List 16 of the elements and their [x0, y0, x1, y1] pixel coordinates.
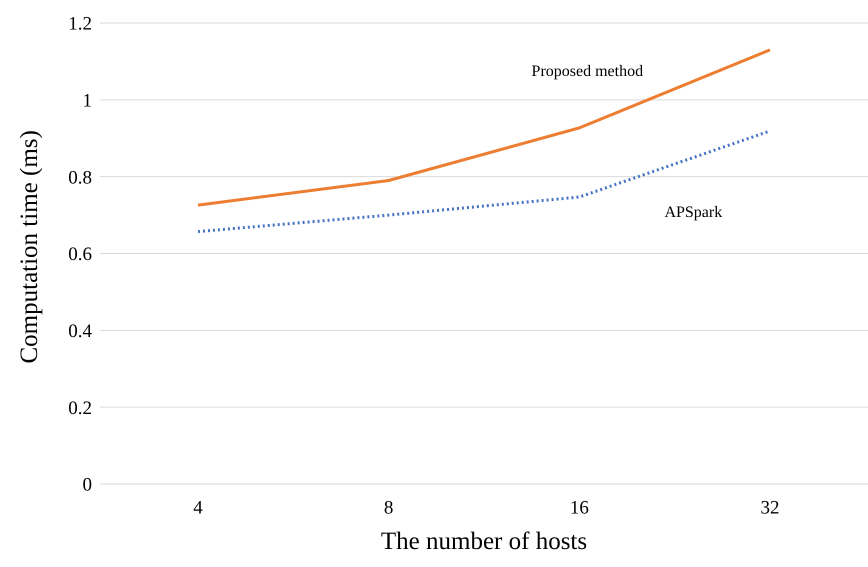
y-tick-label: 0: [82, 474, 92, 496]
line-series: [196, 48, 772, 207]
y-tick-label: 1.2: [68, 14, 92, 35]
y-tick-label: 0.2: [68, 398, 92, 419]
text: APSpark: [664, 204, 722, 222]
y-tick-label: 0.6: [68, 244, 92, 266]
x-axis-title: The number of hosts: [380, 528, 588, 555]
y-tick-label: 0.8: [68, 167, 92, 188]
y-tick-label: 0.4: [68, 321, 92, 342]
y-axis-title: Computation time (ms): [16, 130, 43, 364]
x-tick-label: 4: [193, 497, 204, 518]
x-tick-label: 16: [570, 497, 589, 518]
x-tick-label: 8: [384, 497, 394, 518]
y-tick-label: 1: [82, 90, 92, 112]
x-tick-label: 32: [760, 497, 780, 518]
series-label: Proposed method: [532, 62, 644, 80]
